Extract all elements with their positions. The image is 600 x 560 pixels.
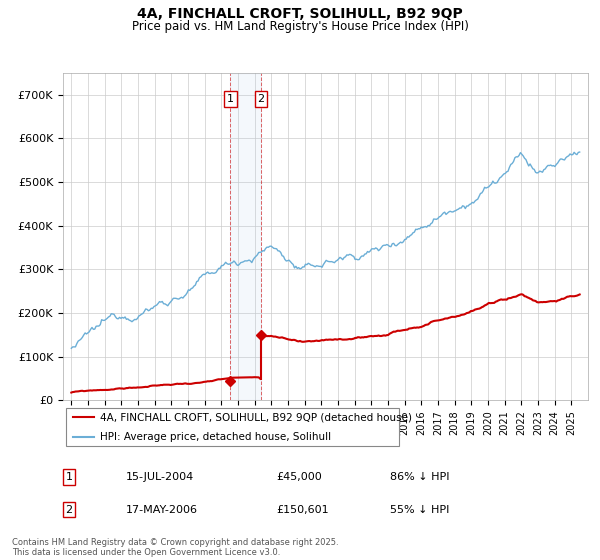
- Text: 1: 1: [227, 94, 234, 104]
- Text: 17-MAY-2006: 17-MAY-2006: [126, 505, 198, 515]
- Text: 2: 2: [257, 94, 265, 104]
- Text: 1: 1: [65, 472, 73, 482]
- FancyBboxPatch shape: [67, 408, 398, 446]
- Text: HPI: Average price, detached house, Solihull: HPI: Average price, detached house, Soli…: [100, 432, 331, 442]
- Bar: [230, 73, 261, 400]
- Text: 4A, FINCHALL CROFT, SOLIHULL, B92 9QP (detached house): 4A, FINCHALL CROFT, SOLIHULL, B92 9QP (d…: [100, 412, 412, 422]
- Text: 86% ↓ HPI: 86% ↓ HPI: [390, 472, 449, 482]
- Text: Price paid vs. HM Land Registry's House Price Index (HPI): Price paid vs. HM Land Registry's House …: [131, 20, 469, 32]
- Text: £45,000: £45,000: [276, 472, 322, 482]
- Text: £150,601: £150,601: [276, 505, 329, 515]
- Text: Contains HM Land Registry data © Crown copyright and database right 2025.
This d: Contains HM Land Registry data © Crown c…: [12, 538, 338, 557]
- Text: 4A, FINCHALL CROFT, SOLIHULL, B92 9QP: 4A, FINCHALL CROFT, SOLIHULL, B92 9QP: [137, 7, 463, 21]
- Text: 55% ↓ HPI: 55% ↓ HPI: [390, 505, 449, 515]
- Text: 15-JUL-2004: 15-JUL-2004: [126, 472, 194, 482]
- Text: 2: 2: [65, 505, 73, 515]
